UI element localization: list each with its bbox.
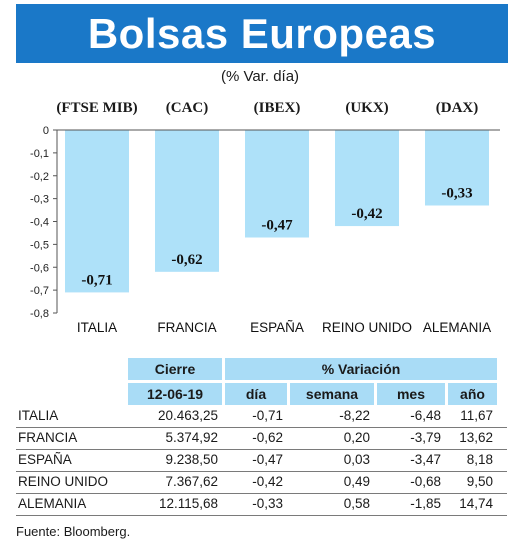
row-divider: [16, 493, 507, 494]
cell-close: 20.463,25: [157, 408, 218, 423]
cell-ano: 9,50: [466, 474, 493, 489]
y-tick-label: -0,8: [30, 308, 49, 320]
cell-semana: 0,03: [343, 452, 370, 467]
x-tick-label: ESPAÑA: [250, 320, 304, 335]
cell-close: 9.238,50: [165, 452, 218, 467]
y-tick-label: -0,6: [30, 262, 49, 274]
cell-ano: 8,18: [466, 452, 493, 467]
y-tick-label: -0,1: [30, 148, 49, 160]
index-label-ftse-mib: (FTSE MIB): [56, 100, 138, 116]
cell-ano: 14,74: [459, 496, 493, 511]
cell-semana: 0,58: [343, 496, 370, 511]
cell-close: 12.115,68: [158, 496, 218, 511]
header-variacion: % Variación: [225, 358, 497, 380]
bar-value-label: -0,42: [351, 206, 382, 222]
bar-value-label: -0,71: [81, 272, 112, 288]
y-tick-label: -0,5: [30, 239, 49, 251]
bar-italia: [65, 130, 129, 293]
row-divider: [16, 449, 507, 450]
cell-ano: 13,62: [459, 430, 493, 445]
y-tick-label: -0,7: [30, 285, 49, 297]
header-dia: día: [225, 383, 287, 405]
cell-mes: -0,68: [410, 474, 441, 489]
row-country-name: FRANCIA: [18, 430, 78, 445]
bar-alemania: [425, 130, 489, 206]
index-label-ibex: (IBEX): [253, 100, 301, 116]
y-tick-label: -0,2: [30, 171, 49, 183]
row-country-name: ALEMANIA: [18, 496, 87, 511]
x-tick-label: FRANCIA: [157, 320, 216, 335]
x-tick-label: ITALIA: [77, 320, 117, 335]
bar-value-label: -0,62: [171, 252, 202, 268]
cell-ano: 11,67: [460, 408, 493, 423]
bar-value-label: -0,47: [261, 218, 293, 234]
cell-semana: -8,22: [339, 408, 370, 423]
row-country-name: REINO UNIDO: [18, 474, 109, 489]
index-label-cac: (CAC): [165, 100, 209, 116]
row-country-name: ESPAÑA: [18, 452, 72, 467]
bar-value-label: -0,33: [441, 185, 472, 201]
cell-dia: -0,33: [252, 496, 283, 511]
y-tick-label: -0,4: [30, 217, 49, 229]
header-mes: mes: [377, 383, 445, 405]
y-tick-label: 0: [43, 125, 49, 137]
header-semana: semana: [290, 383, 374, 405]
row-divider: [16, 515, 507, 516]
y-tick-label: -0,3: [30, 194, 49, 206]
cell-dia: -0,42: [252, 474, 283, 489]
cell-dia: -0,62: [252, 430, 283, 445]
cell-close: 7.367,62: [165, 474, 218, 489]
header-ano: año: [448, 383, 497, 405]
cell-semana: 0,20: [343, 430, 370, 445]
title-banner: Bolsas Europeas: [16, 4, 508, 63]
chart-subtitle: (% Var. día): [220, 68, 300, 85]
cell-mes: -3,47: [410, 452, 441, 467]
cell-dia: -0,71: [252, 408, 283, 423]
cell-semana: 0,49: [343, 474, 370, 489]
index-label-dax: (DAX): [435, 100, 479, 116]
x-tick-label: REINO UNIDO: [322, 320, 412, 335]
cell-close: 5.374,92: [165, 430, 218, 445]
cell-mes: -1,85: [410, 496, 441, 511]
row-country-name: ITALIA: [18, 408, 59, 423]
bar-reino-unido: [335, 130, 399, 227]
bar-francia: [155, 130, 219, 272]
bar-chart: 0 -0,1 -0,2 -0,3 -0,4 -0,5 -0,6 -0,7 -0,8 -0,71 IT…: [30, 125, 500, 335]
bar-españa: [245, 130, 309, 238]
x-tick-label: ALEMANIA: [423, 320, 491, 335]
cell-mes: -3,79: [410, 430, 441, 445]
source-note: Fuente: Bloomberg.: [16, 524, 131, 539]
index-label-ukx: (UKX): [345, 100, 389, 116]
row-divider: [16, 427, 507, 428]
header-cierre: Cierre: [128, 358, 222, 380]
cell-dia: -0,47: [252, 452, 283, 467]
header-date: 12-06-19: [128, 383, 222, 405]
cell-mes: -6,48: [410, 408, 441, 423]
row-divider: [16, 471, 507, 472]
